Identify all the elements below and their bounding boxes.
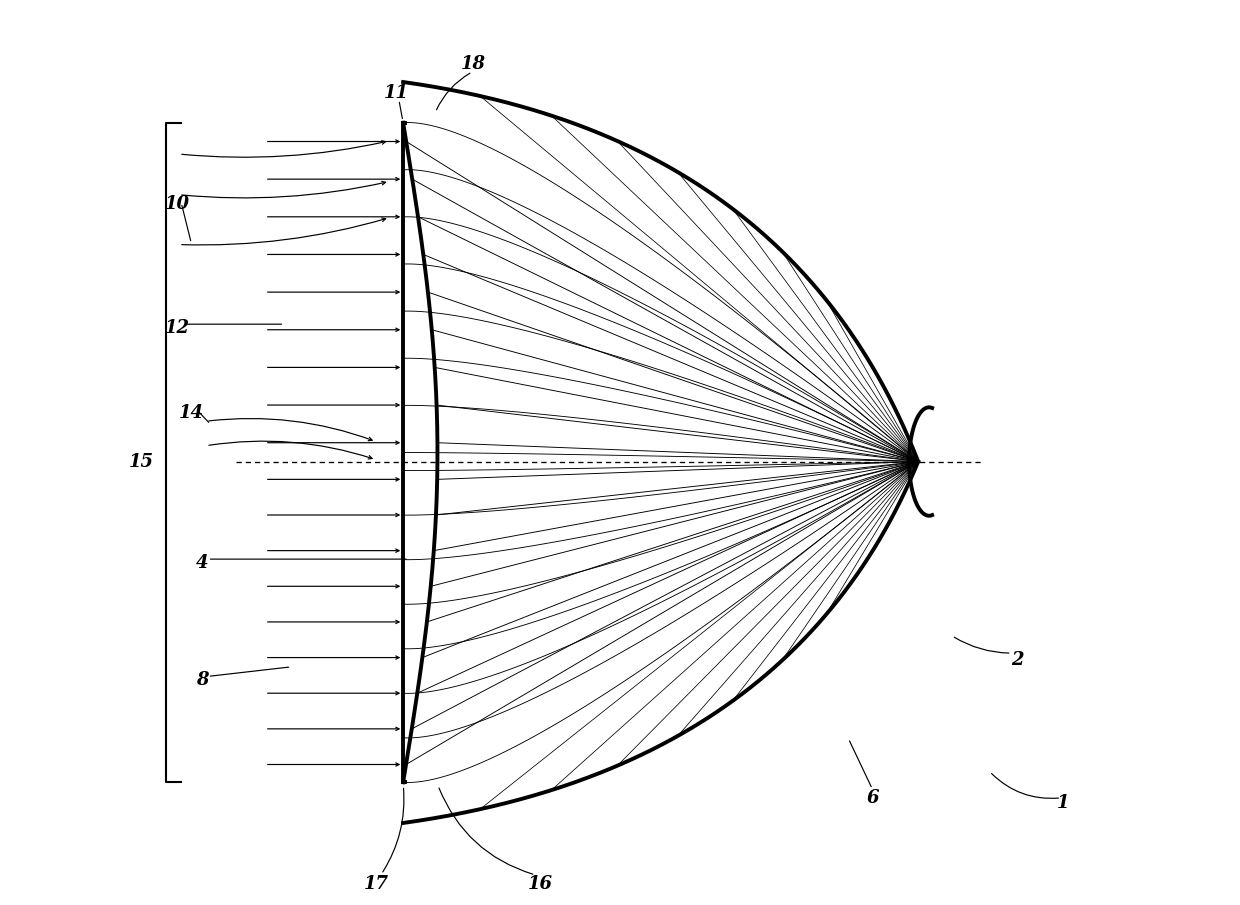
Text: 10: 10 [165, 195, 190, 213]
Text: 2: 2 [1012, 652, 1024, 670]
Text: 1: 1 [1056, 794, 1069, 812]
Text: 8: 8 [196, 672, 208, 690]
Text: 15: 15 [129, 452, 154, 471]
Text: 4: 4 [196, 554, 208, 572]
Text: 14: 14 [180, 404, 205, 422]
Text: 6: 6 [867, 788, 879, 806]
Text: 12: 12 [165, 319, 190, 337]
Text: 18: 18 [461, 55, 486, 73]
Text: 16: 16 [528, 875, 553, 893]
Text: 11: 11 [383, 84, 408, 102]
Text: 17: 17 [363, 875, 388, 893]
